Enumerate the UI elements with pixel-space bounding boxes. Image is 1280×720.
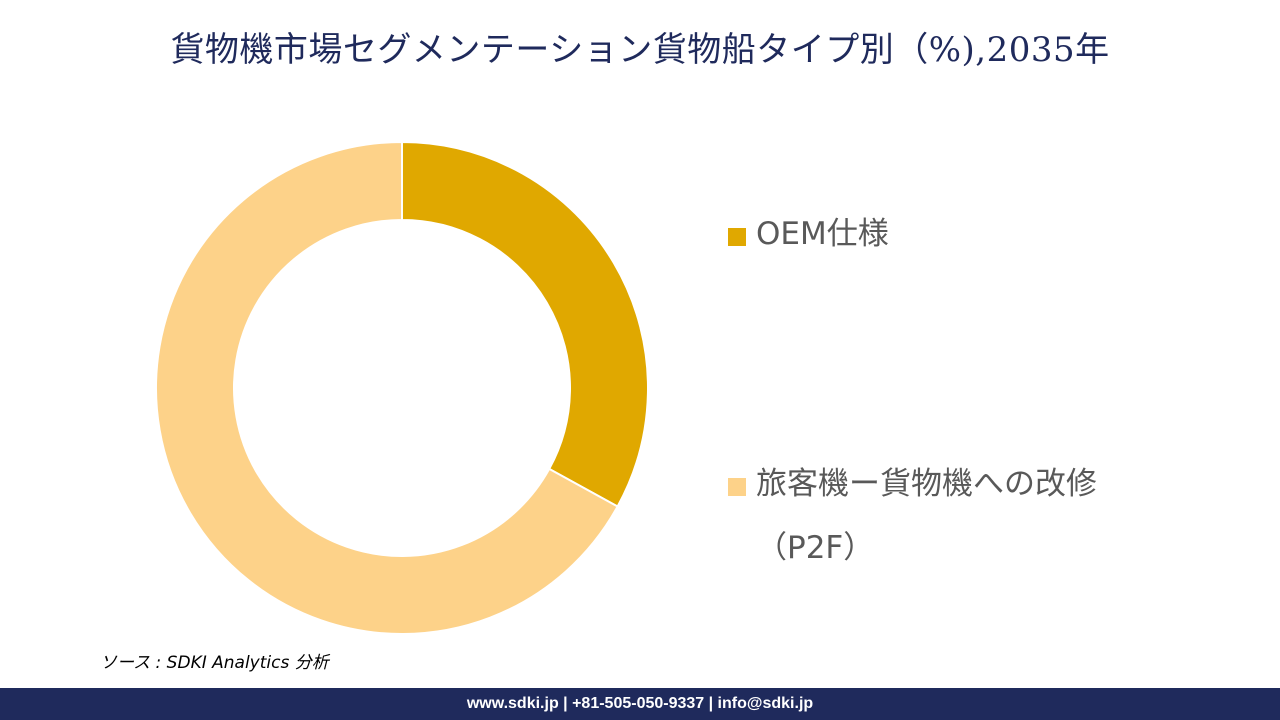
legend-swatch-oem [728, 228, 746, 246]
legend-item-p2f: 旅客機ー貨物機への改修（P2F） [728, 466, 1176, 580]
chart-title: 貨物機市場セグメンテーション貨物船タイプ別（%),2035年 [170, 30, 1110, 70]
legend-label-oem: OEM仕様 [756, 216, 889, 252]
footer-contact-bar: www.sdki.jp | +81-505-050-9337 | info@sd… [0, 688, 1280, 720]
source-note: ソース : SDKI Analytics 分析 [100, 653, 329, 673]
legend-swatch-p2f [728, 478, 746, 496]
legend-item-oem: OEM仕様 [728, 216, 1176, 266]
donut-slice-p2f [155, 140, 619, 635]
legend-label-p2f: 旅客機ー貨物機への改修（P2F） [756, 466, 1097, 566]
donut-chart [155, 140, 649, 635]
donut-slice-oem [401, 140, 649, 508]
